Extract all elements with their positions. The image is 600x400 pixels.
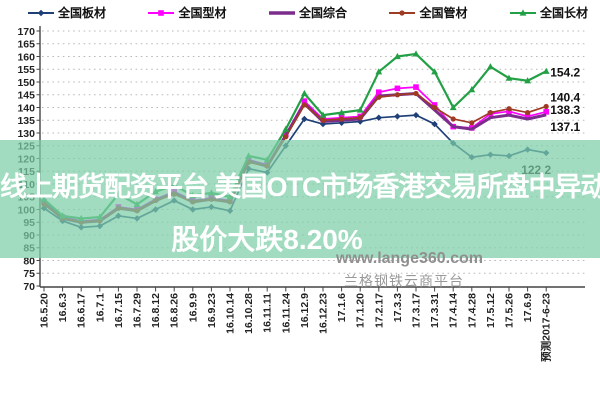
svg-text:80: 80 — [23, 255, 35, 267]
x-tick-label: 16.7.29 — [132, 293, 144, 328]
end-value-label: 137.1 — [550, 120, 580, 134]
headline-line1: 线上期货配资平台 美国OTC市场香港交易所盘中异动 — [0, 172, 600, 202]
x-tick-label: 16.11.11 — [262, 293, 274, 333]
svg-text:70: 70 — [23, 281, 35, 293]
x-tick-label: 16.8.26 — [169, 293, 181, 328]
svg-text:170: 170 — [17, 26, 35, 38]
watermark-platform: 兰格钢铁云商平台 — [344, 273, 464, 289]
svg-text:165: 165 — [17, 39, 35, 51]
end-value-label: 140.4 — [550, 90, 580, 104]
x-tick-label: 16.12.9 — [299, 293, 311, 328]
svg-text:140: 140 — [17, 102, 35, 114]
x-tick-label: 17.1.20 — [355, 293, 367, 328]
x-tick-label: 16.10.28 — [243, 293, 255, 334]
x-tick-label: 17.3.31 — [429, 293, 441, 328]
legend-item-全国综合: 全国综合 — [268, 4, 347, 21]
legend-label: 全国综合 — [298, 6, 347, 20]
svg-text:155: 155 — [17, 64, 35, 76]
x-tick-label: 16.8.12 — [150, 293, 162, 328]
svg-text:145: 145 — [17, 90, 35, 102]
legend-item-全国长材: 全国长材 — [509, 4, 588, 21]
x-axis-labels: 16.5.20 16.6.3 16.6.17 16.7.1 16.7.15 16.7.29… — [39, 293, 553, 362]
x-tick-label: 17.3.17 — [411, 293, 423, 328]
end-value-label: 154.2 — [550, 65, 580, 79]
x-tick-label: 预测2017-6-23 — [540, 293, 553, 362]
svg-text:160: 160 — [17, 51, 35, 63]
chart-legend: 全国板材 全国型材 全国综合 全国管材 全国长材 — [28, 4, 588, 21]
legend-item-全国板材: 全国板材 — [28, 4, 106, 21]
headline-line2: 股价大跌8.20% — [171, 224, 363, 255]
legend-item-全国型材: 全国型材 — [148, 4, 227, 21]
end-value-label: 138.3 — [550, 103, 580, 117]
square-legend-marker-icon — [148, 9, 175, 16]
x-tick-label: 16.5.20 — [39, 293, 51, 328]
x-tick-label: 17.1.6 — [336, 293, 348, 322]
svg-text:135: 135 — [17, 115, 35, 127]
legend-label: 全国板材 — [58, 6, 107, 20]
circle-legend-marker-icon — [389, 9, 416, 16]
legend-label: 全国管材 — [419, 6, 468, 20]
x-tick-label: 17.6.9 — [522, 293, 534, 322]
x-tick-label: 17.2.17 — [373, 293, 385, 328]
legend-label: 全国长材 — [539, 6, 588, 20]
x-tick-label: 17.3.3 — [392, 293, 404, 322]
x-tick-label: 16.12.23 — [318, 293, 330, 334]
diamond-legend-marker-icon — [28, 9, 54, 16]
x-tick-label: 16.9.9 — [187, 293, 199, 322]
x-tick-label: 17.5.26 — [504, 293, 516, 328]
x-tick-label: 16.6.3 — [57, 293, 69, 322]
svg-text:130: 130 — [17, 128, 35, 140]
x-tick-label: 17.4.28 — [466, 293, 478, 328]
legend-item-全国管材: 全国管材 — [389, 4, 467, 21]
x-tick-label: 16.11.24 — [280, 293, 292, 333]
x-tick-label: 17.5.12 — [485, 293, 497, 328]
x-tick-label: 16.7.1 — [94, 293, 106, 322]
x-tick-label: 16.10.14 — [225, 293, 237, 334]
x-tick-label: 16.6.17 — [76, 293, 88, 328]
x-tick-label: 16.9.23 — [206, 293, 218, 328]
watermark-url: www.lange360.com — [336, 250, 484, 267]
svg-text:75: 75 — [23, 268, 35, 280]
triangle-legend-marker-icon — [509, 8, 536, 16]
svg-text:150: 150 — [17, 77, 35, 89]
x-tick-label: 16.7.15 — [113, 293, 125, 328]
overlay-band — [0, 140, 600, 258]
none-legend-marker-icon — [268, 10, 295, 15]
x-tick-label: 17.4.14 — [448, 293, 460, 328]
legend-label: 全国型材 — [178, 6, 227, 20]
